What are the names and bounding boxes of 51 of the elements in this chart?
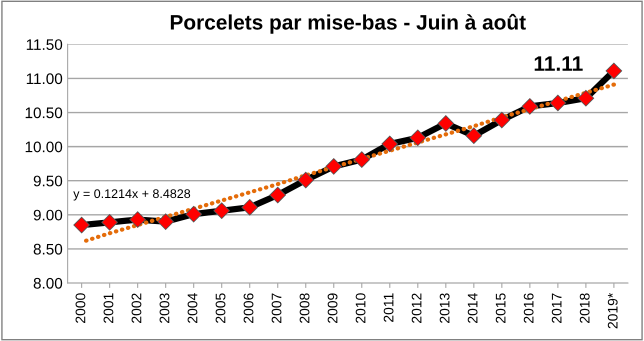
y-tick-label: 10.50 bbox=[26, 107, 62, 118]
x-tick-label: 2015 bbox=[496, 293, 506, 323]
point bbox=[522, 98, 538, 115]
point bbox=[325, 158, 342, 175]
y-tick-label: 10.00 bbox=[26, 142, 62, 152]
x-tick-label: 2001 bbox=[104, 293, 114, 323]
point bbox=[101, 214, 118, 231]
x-tick-label: 2019* bbox=[608, 292, 618, 328]
x-tick-label: 2008 bbox=[300, 293, 310, 323]
point bbox=[606, 62, 622, 80]
x-tick-label: 2006 bbox=[244, 293, 254, 323]
x-tick-label: 2005 bbox=[216, 293, 226, 323]
point bbox=[129, 211, 146, 228]
x-tick-label: 2000 bbox=[76, 293, 86, 323]
y-tick-label: 9.50 bbox=[34, 176, 62, 186]
point bbox=[578, 90, 594, 106]
annotation: 11.11 bbox=[534, 56, 583, 71]
x-tick-label: 2018 bbox=[580, 293, 590, 323]
point bbox=[297, 172, 314, 188]
x-tick-label: 2009 bbox=[328, 293, 338, 323]
point bbox=[466, 127, 482, 144]
x-tick-label: 2010 bbox=[356, 293, 366, 323]
point bbox=[353, 151, 370, 168]
y-tick-label: 8.00 bbox=[34, 278, 62, 289]
y-tick-label: 9.00 bbox=[34, 210, 62, 221]
point bbox=[213, 202, 230, 220]
x-tick-label: 2013 bbox=[440, 293, 450, 323]
annotation: y = 0.1214x + 8.4828 bbox=[73, 189, 190, 201]
point bbox=[157, 213, 174, 230]
point bbox=[73, 216, 90, 234]
x-tick-label: 2016 bbox=[524, 293, 534, 323]
x-tick-label: 2003 bbox=[160, 293, 170, 323]
y-tick-label: 11.00 bbox=[26, 73, 62, 84]
x-tick-label: 2012 bbox=[412, 293, 422, 323]
point bbox=[550, 94, 566, 112]
x-tick-label: 2014 bbox=[468, 293, 478, 323]
point bbox=[494, 112, 510, 128]
point bbox=[410, 129, 426, 146]
y-tick-label: 11.50 bbox=[26, 39, 62, 50]
point bbox=[241, 199, 258, 216]
point bbox=[382, 136, 398, 152]
chart-title: Porcelets par mise-bas - Juin à août bbox=[170, 14, 526, 34]
x-tick-label: 2011 bbox=[384, 293, 394, 322]
point bbox=[185, 206, 202, 222]
x-tick-label: 2004 bbox=[188, 293, 198, 323]
x-tick-label: 2002 bbox=[132, 293, 142, 323]
point bbox=[269, 186, 286, 204]
point bbox=[438, 115, 454, 132]
x-tick-label: 2017 bbox=[552, 293, 562, 323]
x-tick-label: 2007 bbox=[272, 293, 282, 323]
y-tick-label: 8.50 bbox=[34, 244, 62, 255]
